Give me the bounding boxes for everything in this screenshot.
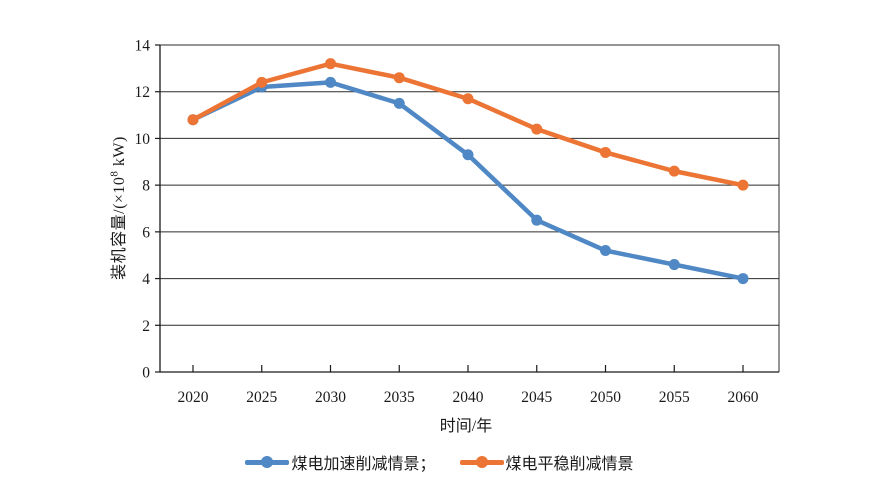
legend-line-marker-blue-icon [245, 456, 290, 468]
data-point-marker-1-2030 [325, 58, 336, 70]
y-tick-label: 10 [135, 131, 151, 148]
x-tick-label: 2030 [315, 389, 346, 406]
data-point-marker-0-2060 [737, 273, 749, 285]
y-axis-title-superscript: 8 [108, 170, 121, 177]
x-tick-label: 2035 [384, 389, 415, 406]
y-tick-label: 12 [135, 84, 151, 101]
y-axis-title-prefix: 装机容量/(×10 [111, 176, 128, 280]
legend-item-steady-reduction: 煤电平稳削减情景 [459, 450, 634, 474]
data-point-marker-0-2035 [393, 97, 405, 109]
data-point-marker-1-2040 [462, 93, 474, 105]
x-tick-label: 2040 [453, 389, 484, 406]
data-point-marker-0-2030 [325, 76, 336, 88]
legend-line-marker-orange-icon [459, 456, 504, 468]
data-point-marker-1-2060 [737, 179, 749, 191]
data-point-marker-1-2045 [531, 123, 543, 135]
y-axis-title-suffix: kW) [111, 136, 128, 171]
y-tick-label: 0 [142, 365, 150, 382]
x-tick-label: 2050 [590, 389, 621, 406]
y-tick-label: 8 [142, 178, 150, 195]
y-tick-label: 2 [142, 318, 150, 335]
data-point-marker-0-2040 [462, 149, 474, 161]
x-tick-label: 2025 [246, 389, 277, 406]
x-tick-label: 2045 [521, 389, 552, 406]
x-tick-label: 2055 [659, 389, 690, 406]
x-axis-title: 时间/年 [439, 418, 493, 435]
legend-dot-blue-icon [261, 456, 274, 468]
data-point-marker-1-2020 [187, 114, 199, 126]
legend-item-accelerated-reduction: 煤电加速削减情景； [245, 450, 436, 474]
y-tick-label: 4 [142, 271, 150, 288]
legend-label-accelerated-reduction: 煤电加速削减情景； [291, 456, 436, 473]
line-chart-canvas: 0 2 4 6 8 10 12 14 2020 2025 2030 2035 2040 2045 2050 2… [135, 38, 780, 406]
data-point-marker-1-2035 [393, 72, 405, 84]
data-point-marker-0-2045 [531, 214, 543, 226]
legend-dot-orange-icon [475, 456, 488, 468]
legend: 煤电加速削减情景； 煤电平稳削减情景 [0, 450, 879, 474]
data-point-marker-1-2050 [600, 146, 611, 158]
series-line-0 [190, 80, 746, 281]
legend-label-steady-reduction: 煤电平稳削减情景 [505, 456, 634, 473]
x-tick-label: 2060 [728, 389, 759, 406]
data-point-marker-0-2050 [600, 245, 611, 257]
y-axis-title: 装机容量/(×108 kW) [105, 136, 129, 280]
data-point-marker-0-2055 [668, 259, 680, 271]
y-tick-label: 6 [142, 224, 150, 241]
data-point-marker-1-2025 [256, 76, 268, 88]
x-tick-label: 2020 [178, 389, 209, 406]
data-point-marker-1-2055 [668, 165, 680, 177]
y-tick-label: 14 [135, 38, 151, 55]
series-line-1 [190, 61, 746, 188]
